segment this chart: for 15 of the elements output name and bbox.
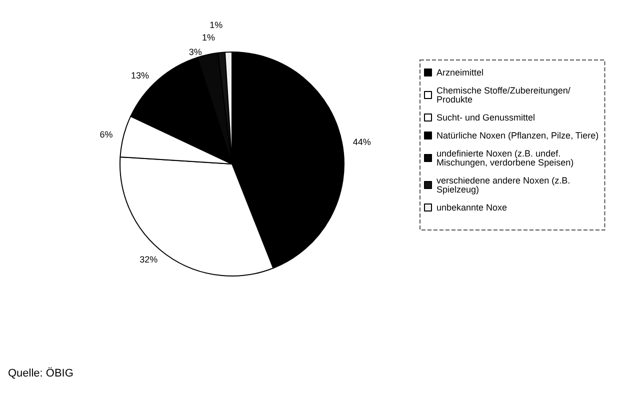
data-label: 13% bbox=[130, 70, 149, 80]
legend-label: Natürliche Noxen (Pflanzen, Pilze, Tiere) bbox=[436, 130, 599, 140]
data-label: 3% bbox=[188, 46, 202, 57]
legend-label: undefinierte Noxen (z.B. undef. Mischungen, verdorbene Speisen) bbox=[436, 148, 574, 168]
data-label: 44% bbox=[352, 136, 371, 147]
source-note: Quelle: ÖBIG bbox=[8, 366, 74, 380]
legend-label: unbekannte Noxe bbox=[436, 202, 508, 212]
legend-label: Arzneimittel bbox=[436, 68, 484, 78]
data-label: 1% bbox=[202, 32, 216, 43]
legend-label: Chemische Stoffe/Zubereitungen/Produkte bbox=[436, 86, 571, 104]
legend-label: Sucht- und Genussmittel bbox=[436, 112, 536, 122]
data-label: 32% bbox=[140, 254, 158, 264]
data-label: 6% bbox=[100, 130, 113, 140]
legend-label: verschiedene andere Noxen (z.B. Spielzeug) bbox=[436, 176, 573, 194]
data-label: 1% bbox=[210, 20, 223, 30]
